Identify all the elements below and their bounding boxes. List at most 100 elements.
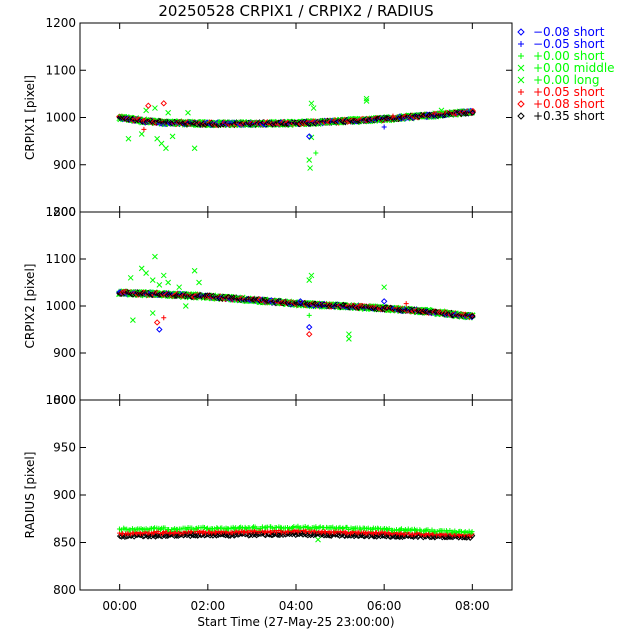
outlier-crpix1-11	[216, 119, 222, 125]
outlier-crpix2-5	[156, 281, 163, 288]
outlier-crpix1-25	[390, 113, 396, 119]
legend-marker-4	[517, 76, 525, 84]
y-axis-label-crpix2: CRPIX2 [pixel]	[23, 264, 37, 349]
outlier-crpix1-3	[152, 105, 158, 111]
outlier-crpix2-11	[130, 317, 136, 323]
panel-crpix1: 800 900 1000 1100 1200 CRPIX1 [pixel]	[23, 16, 513, 219]
outlier-crpix2-23	[346, 336, 352, 342]
chart-title: 20250528 CRPIX1 / CRPIX2 / RADIUS	[158, 2, 433, 20]
panel-radius: 800 850 900 950 1000 RADIUS [pixel]	[23, 393, 513, 597]
x-tick-label-1: 02:00	[191, 599, 226, 613]
panel-frame-radius	[79, 399, 513, 591]
outlier-crpix2-1	[138, 265, 145, 272]
outlier-crpix1-23	[381, 124, 387, 130]
markers-crpix1	[116, 95, 477, 171]
outlier-crpix2-12	[149, 310, 156, 316]
legend-marker-7	[517, 112, 525, 120]
outlier-crpix1-2	[143, 107, 149, 114]
panel-frame-crpix1	[79, 22, 513, 213]
outlier-crpix2-26	[380, 298, 388, 305]
legend-marker-6	[517, 100, 525, 108]
legend-marker-3	[517, 64, 525, 72]
y-tick-label-crpix1-2: 1000	[45, 111, 76, 125]
y-tick-label-crpix1-0: 800	[53, 205, 76, 219]
outlier-crpix2-16	[161, 315, 167, 321]
outlier-crpix2-14	[153, 319, 161, 326]
outlier-crpix1-7	[165, 109, 172, 116]
y-tick-label-crpix2-4: 1200	[45, 205, 76, 219]
x-axis-label: Start Time (27-May-25 23:00:00)	[197, 615, 394, 629]
outlier-crpix1-10	[191, 145, 198, 152]
outlier-crpix1-21	[141, 126, 147, 132]
x-axis-ticks: 00:00 02:00 04:00 06:00 08:00	[102, 599, 489, 613]
outlier-crpix2-2	[143, 270, 149, 276]
x-tick-label-0: 00:00	[102, 599, 137, 613]
outlier-crpix2-27	[403, 301, 409, 307]
outlier-crpix1-6	[163, 145, 169, 152]
legend-marker-0	[517, 28, 525, 36]
legend: −0.08 short−0.05 short+0.00 short+0.00 m…	[517, 25, 615, 123]
x-tick-label-4: 08:00	[455, 599, 490, 613]
y-tick-label-radius-0: 800	[53, 583, 76, 597]
markers-crpix2	[116, 253, 476, 342]
outlier-crpix1-14	[308, 100, 315, 107]
outlier-crpix2-13	[182, 303, 189, 309]
outlier-crpix1-8	[169, 133, 176, 140]
y-tick-label-radius-2: 900	[53, 488, 76, 502]
legend-marker-2	[518, 53, 524, 59]
y-tick-label-radius-3: 950	[53, 441, 76, 455]
x-tick-label-3: 06:00	[367, 599, 402, 613]
outlier-crpix2-15	[156, 326, 163, 333]
y-tick-label-radius-1: 850	[53, 536, 76, 550]
outlier-crpix2-18	[306, 277, 313, 284]
outlier-crpix2-8	[176, 284, 183, 291]
outlier-crpix1-19	[145, 102, 152, 109]
outlier-crpix2-24	[346, 331, 352, 338]
y-tick-label-crpix2-1: 900	[53, 346, 76, 360]
outlier-crpix1-1	[138, 131, 145, 137]
y-axis-label-radius: RADIUS [pixel]	[23, 452, 37, 539]
outlier-crpix2-19	[308, 272, 315, 279]
legend-marker-1	[518, 41, 524, 47]
outlier-crpix2-0	[127, 274, 134, 281]
legend-marker-5	[518, 89, 524, 95]
outlier-crpix1-5	[158, 140, 165, 147]
y-tick-label-crpix2-0: 800	[53, 393, 76, 407]
outlier-crpix1-0	[125, 135, 132, 142]
y-tick-label-crpix2-2: 1000	[45, 299, 76, 313]
panel-crpix2: 800 900 1000 1100 1200 CRPIX2 [pixel]	[23, 205, 513, 407]
outlier-crpix2-3	[149, 277, 156, 284]
outlier-crpix2-4	[152, 253, 158, 260]
y-tick-label-crpix1-3: 1100	[45, 63, 76, 77]
plot-panels: 800 900 1000 1100 1200 CRPIX1 [pixel] 800 900 10…	[23, 16, 513, 597]
outlier-crpix1-17	[363, 95, 370, 102]
outlier-crpix2-22	[306, 330, 313, 338]
outlier-crpix2-20	[306, 312, 312, 318]
y-tick-label-crpix1-4: 1200	[45, 16, 76, 30]
point-crpix1-1606	[469, 107, 477, 115]
outlier-crpix2-25	[381, 284, 388, 291]
outlier-crpix2-9	[191, 267, 198, 274]
outlier-crpix1-13	[307, 165, 313, 171]
outlier-crpix2-7	[165, 279, 172, 286]
outlier-crpix1-26	[438, 107, 445, 114]
y-tick-label-radius-4: 1000	[45, 393, 76, 407]
outlier-crpix1-4	[154, 135, 160, 142]
outlier-crpix1-22	[306, 133, 313, 140]
outlier-crpix1-9	[185, 109, 191, 116]
markers-radius	[116, 523, 476, 543]
outlier-crpix1-24	[313, 150, 319, 156]
outlier-crpix1-12	[306, 157, 313, 163]
point-radius-529	[340, 525, 346, 531]
point-radius-484	[262, 525, 268, 531]
y-tick-label-crpix2-3: 1100	[45, 252, 76, 266]
outlier-crpix2-21	[306, 323, 313, 331]
y-axis-label-crpix1: CRPIX1 [pixel]	[23, 75, 37, 160]
point-crpix1-1607	[469, 109, 476, 116]
x-tick-label-2: 04:00	[279, 599, 314, 613]
y-tick-label-crpix1-1: 900	[53, 158, 76, 172]
outlier-crpix2-10	[196, 279, 202, 286]
outlier-crpix1-20	[160, 100, 167, 107]
outlier-radius-0	[315, 536, 321, 543]
legend-label-7: +0.35 short	[533, 109, 605, 123]
